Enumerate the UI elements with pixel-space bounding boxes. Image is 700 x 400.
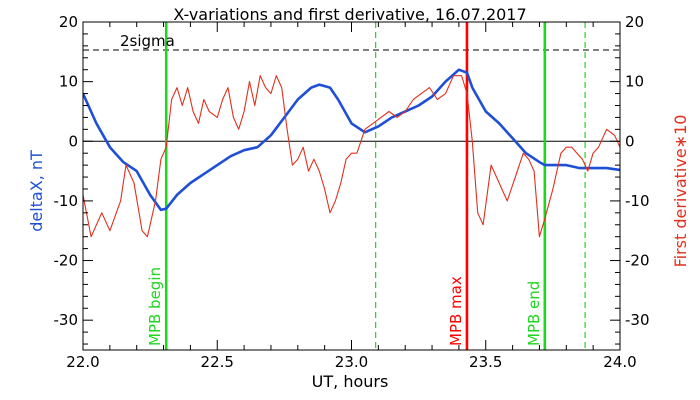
x-axis-label: UT, hours <box>312 372 389 391</box>
marker-label-mpb-max: MPB max <box>447 276 465 346</box>
y-tick-label-right: -30 <box>625 311 650 329</box>
marker-label-mpb-end: MPB end <box>525 281 543 346</box>
x-tick-label: 22.5 <box>201 353 234 371</box>
y-tick-label-left: 20 <box>59 13 78 31</box>
sigma-label: 2sigma <box>120 32 175 50</box>
plot-inner <box>83 22 620 350</box>
marker-label-mpb-begin: MPB begin <box>146 267 164 346</box>
y-tick-label-left: -30 <box>54 311 79 329</box>
y-tick-label-left: -20 <box>54 252 79 270</box>
chart-title: X-variations and first derivative, 16.07… <box>173 5 526 24</box>
y-tick-label-right: 20 <box>625 13 644 31</box>
y-tick-label-left: -10 <box>54 192 79 210</box>
x-tick-label: 22.0 <box>66 353 99 371</box>
x-tick-label: 23.5 <box>469 353 502 371</box>
y-tick-label-right: -10 <box>625 192 650 210</box>
y-axis-right-label: First derivative∗10 <box>671 115 690 268</box>
plot-area: 22.0 22.5 23.0 23.5 24.0 20 20 10 10 0 0 -10 -10 -20 -… <box>54 13 650 371</box>
series-line-derivative <box>83 75 620 238</box>
y-tick-label-left: 0 <box>68 132 78 150</box>
y-tick-label-right: 10 <box>625 73 644 91</box>
x-tick-label: 23.0 <box>335 353 368 371</box>
y-tick-label-left: 10 <box>59 73 78 91</box>
y-tick-label-right: 0 <box>625 132 635 150</box>
y-axis-left-label: deltaX, nT <box>27 150 46 232</box>
series-line-deltaX <box>83 68 620 212</box>
x-tick-label: 24.0 <box>603 353 636 371</box>
y-tick-label-right: -20 <box>625 252 650 270</box>
